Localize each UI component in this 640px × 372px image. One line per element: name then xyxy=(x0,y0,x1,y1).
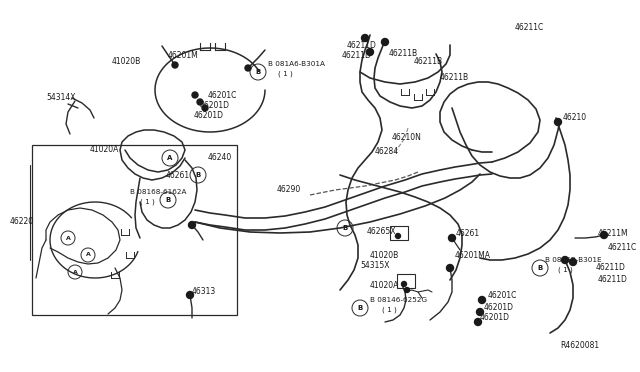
Text: 46210: 46210 xyxy=(563,113,587,122)
Text: 46290: 46290 xyxy=(277,186,301,195)
Text: B 08146-6252G: B 08146-6252G xyxy=(370,297,427,303)
Text: 46313: 46313 xyxy=(192,288,216,296)
Text: ( 1 ): ( 1 ) xyxy=(558,267,573,273)
Circle shape xyxy=(396,234,401,238)
Text: 46211D: 46211D xyxy=(596,263,626,273)
Circle shape xyxy=(449,234,456,241)
Circle shape xyxy=(197,99,203,105)
Text: 46265X: 46265X xyxy=(367,228,397,237)
Bar xyxy=(390,226,408,240)
Text: A: A xyxy=(86,253,90,257)
Text: ( 1 ): ( 1 ) xyxy=(382,307,397,313)
Text: B 081A6-B301A: B 081A6-B301A xyxy=(268,61,325,67)
Text: 46201MA: 46201MA xyxy=(455,250,491,260)
Text: A: A xyxy=(167,155,173,161)
Text: 41020A: 41020A xyxy=(370,280,399,289)
Circle shape xyxy=(570,259,577,266)
Text: 46201D: 46201D xyxy=(484,302,514,311)
Text: 46201M: 46201M xyxy=(168,51,199,60)
Circle shape xyxy=(362,35,369,42)
Circle shape xyxy=(600,231,607,238)
Circle shape xyxy=(192,92,198,98)
Circle shape xyxy=(479,296,486,304)
Text: 46261: 46261 xyxy=(166,170,190,180)
Text: 46211B: 46211B xyxy=(414,58,443,67)
Text: 46201D: 46201D xyxy=(480,314,510,323)
Text: 46201D: 46201D xyxy=(200,100,230,109)
Text: 41020A: 41020A xyxy=(90,145,120,154)
Text: ( 1 ): ( 1 ) xyxy=(278,71,292,77)
Circle shape xyxy=(554,119,561,125)
Text: B: B xyxy=(342,225,348,231)
Bar xyxy=(32,145,237,315)
Text: 46211C: 46211C xyxy=(515,23,544,32)
Text: 46211B: 46211B xyxy=(389,49,418,58)
Text: 46201D: 46201D xyxy=(194,110,224,119)
Circle shape xyxy=(189,221,195,228)
Circle shape xyxy=(561,257,568,263)
Text: 46211M: 46211M xyxy=(598,230,628,238)
Text: 46201C: 46201C xyxy=(488,291,517,299)
Text: R4620081: R4620081 xyxy=(560,340,599,350)
Text: 46220: 46220 xyxy=(10,218,34,227)
Text: 46211C: 46211C xyxy=(608,244,637,253)
Text: A: A xyxy=(65,235,70,241)
Text: 41020B: 41020B xyxy=(112,58,141,67)
Text: B 08168-6162A: B 08168-6162A xyxy=(130,189,186,195)
Text: 46201C: 46201C xyxy=(208,90,237,99)
Circle shape xyxy=(202,105,208,111)
Text: B: B xyxy=(357,305,363,311)
Text: 54315X: 54315X xyxy=(360,260,390,269)
Text: ( 1 ): ( 1 ) xyxy=(140,199,155,205)
Text: 46211B: 46211B xyxy=(440,74,469,83)
Circle shape xyxy=(186,292,193,298)
Circle shape xyxy=(401,282,406,286)
Text: A: A xyxy=(72,269,77,275)
Text: B: B xyxy=(195,172,200,178)
Text: 46211D: 46211D xyxy=(598,276,628,285)
Text: 46240: 46240 xyxy=(208,154,232,163)
Text: B: B xyxy=(538,265,543,271)
Circle shape xyxy=(474,318,481,326)
Circle shape xyxy=(381,38,388,45)
Text: 54314X: 54314X xyxy=(46,93,76,103)
Text: B: B xyxy=(165,197,171,203)
Text: 46211D: 46211D xyxy=(347,41,377,49)
Text: 41020B: 41020B xyxy=(370,250,399,260)
Bar xyxy=(397,274,415,288)
Text: 46210N: 46210N xyxy=(392,134,422,142)
Text: B 0815B-B301E: B 0815B-B301E xyxy=(545,257,602,263)
Circle shape xyxy=(477,308,483,315)
Circle shape xyxy=(367,48,374,55)
Text: B: B xyxy=(255,69,260,75)
Text: 46211D: 46211D xyxy=(342,51,372,60)
Text: 46284: 46284 xyxy=(375,148,399,157)
Circle shape xyxy=(447,264,454,272)
Circle shape xyxy=(404,288,410,292)
Text: 46261: 46261 xyxy=(456,230,480,238)
Circle shape xyxy=(172,62,178,68)
Circle shape xyxy=(245,65,251,71)
